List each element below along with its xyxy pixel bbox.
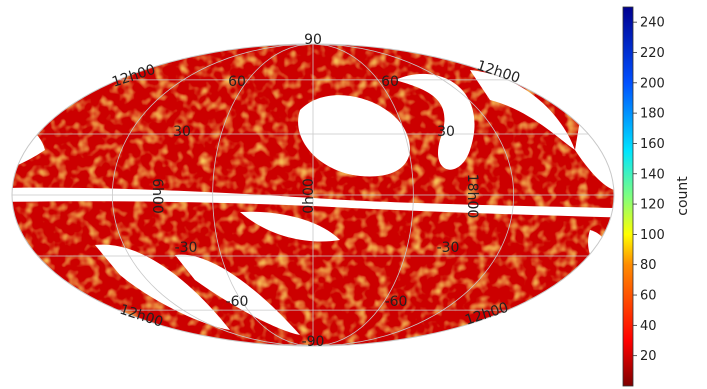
colorbar-tick-label: 140	[640, 167, 665, 182]
parallel-label-left-m30: -30	[175, 240, 198, 256]
colorbar-tick-label: 60	[640, 289, 657, 304]
meridian-label-0h: 0h00	[301, 178, 317, 214]
graticule	[12, 43, 614, 347]
colorbar: 20 40 60 80 100 120 140 160 180 200 220 240 count	[622, 6, 691, 387]
gap-right-edge	[575, 120, 614, 190]
meridian-label-18h: 18h00	[464, 174, 480, 219]
colorbar-tick-label: 240	[640, 16, 665, 31]
meridian-line	[212, 43, 314, 347]
meridian-label-6h: 6h00	[149, 178, 165, 214]
parallel-label-right-60: 60	[381, 74, 399, 90]
map-border	[11, 43, 615, 347]
colorbar-tick-label: 100	[640, 228, 665, 243]
gap-lower-center	[240, 211, 340, 242]
colorbar-tick-label: 160	[640, 137, 665, 152]
colorbar-ticks: 20 40 60 80 100 120 140 160 180 200 220 240	[633, 16, 665, 364]
parallel-label-right-30: 30	[437, 124, 455, 140]
colorbar-tick-label: 180	[640, 107, 665, 122]
parallel-label-left-60: 60	[228, 74, 246, 90]
colorbar-tick-label: 220	[640, 46, 665, 61]
colorbar-label: count	[675, 176, 691, 216]
parallel-label-left-30: 30	[173, 124, 191, 140]
gap-lower-left-arc	[95, 244, 230, 330]
parallel-label-right-m60: -60	[385, 294, 408, 310]
gap-galactic-plane	[12, 187, 614, 220]
gap-right-edge-lower	[588, 230, 609, 270]
parallel-label-right-m30: -30	[437, 240, 460, 256]
parallel-label-90: 90	[304, 32, 322, 48]
colorbar-tick-label: 120	[640, 198, 665, 213]
colorbar-tick-label: 80	[640, 258, 657, 273]
meridian-line	[312, 43, 414, 347]
meridian-line	[312, 43, 515, 347]
parallel-label-m90: -90	[302, 334, 325, 350]
colorbar-tick-label: 20	[640, 349, 657, 364]
colorbar-tick-label: 200	[640, 76, 665, 91]
parallel-label-left-m60: -60	[226, 294, 249, 310]
gap-upper-right-sliver	[470, 70, 575, 150]
gap-upper-right-arc	[395, 73, 475, 170]
gap-upper-center	[298, 95, 410, 177]
colorbar-tick-label: 40	[640, 319, 657, 334]
colorbar-gradient	[622, 6, 634, 387]
meridian-line	[111, 43, 314, 347]
